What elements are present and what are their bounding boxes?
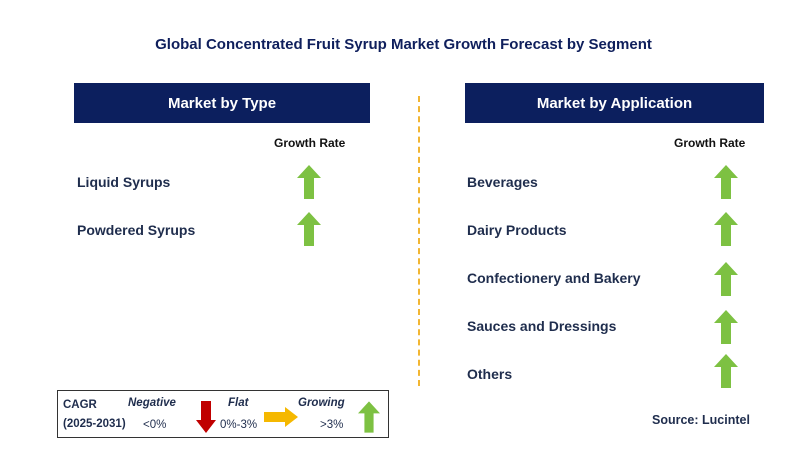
row-label-beverages: Beverages	[467, 174, 538, 190]
page-title: Global Concentrated Fruit Syrup Market G…	[155, 36, 652, 53]
growing-arrow-icon	[714, 354, 738, 388]
negative-arrow-icon	[196, 401, 216, 433]
growing-arrow-icon	[714, 212, 738, 246]
legend-period: (2025-2031)	[63, 418, 126, 430]
growing-arrow-icon	[297, 212, 321, 246]
market-by-application-header: Market by Application	[465, 83, 764, 123]
growing-arrow-icon	[358, 401, 380, 433]
row-label-others: Others	[467, 366, 513, 382]
legend-negative-value: <0%	[143, 419, 167, 431]
legend-negative-label: Negative	[128, 397, 176, 409]
row-label-confectionery-and-bakery: Confectionery and Bakery	[467, 270, 641, 286]
type-growth-rate-label: Growth Rate	[274, 136, 346, 150]
source-label: Source: Lucintel	[652, 413, 750, 427]
legend-growing-value: >3%	[320, 419, 344, 431]
row-label-liquid-syrups: Liquid Syrups	[77, 174, 171, 190]
panel-divider	[418, 96, 420, 386]
legend-growing-label: Growing	[298, 397, 345, 409]
legend-flat-value: 0%-3%	[220, 419, 258, 431]
row-label-dairy-products: Dairy Products	[467, 222, 567, 238]
row-label-sauces-and-dressings: Sauces and Dressings	[467, 318, 617, 334]
growing-arrow-icon	[714, 310, 738, 344]
application-growth-rate-label: Growth Rate	[674, 136, 746, 150]
cagr-legend: CAGR (2025-2031) Negative <0% Flat 0%-3%…	[57, 390, 389, 438]
growing-arrow-icon	[714, 165, 738, 199]
legend-flat-label: Flat	[228, 397, 249, 409]
row-label-powdered-syrups: Powdered Syrups	[77, 222, 196, 238]
legend-cagr-label: CAGR	[63, 399, 97, 411]
growing-arrow-icon	[714, 262, 738, 296]
flat-arrow-icon	[264, 407, 298, 427]
market-by-type-header: Market by Type	[74, 83, 370, 123]
growing-arrow-icon	[297, 165, 321, 199]
